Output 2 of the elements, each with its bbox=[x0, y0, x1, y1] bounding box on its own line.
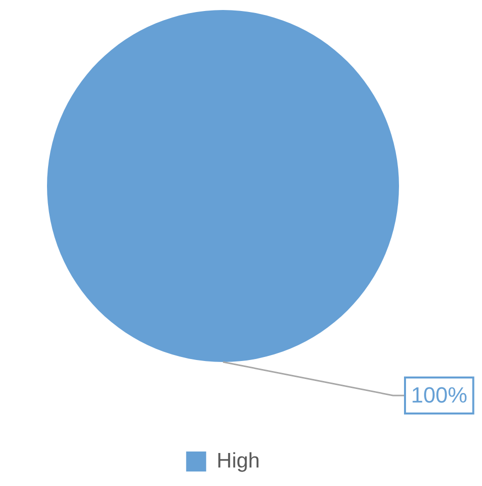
legend-label: High bbox=[216, 449, 260, 472]
data-label: 100% bbox=[410, 382, 468, 408]
